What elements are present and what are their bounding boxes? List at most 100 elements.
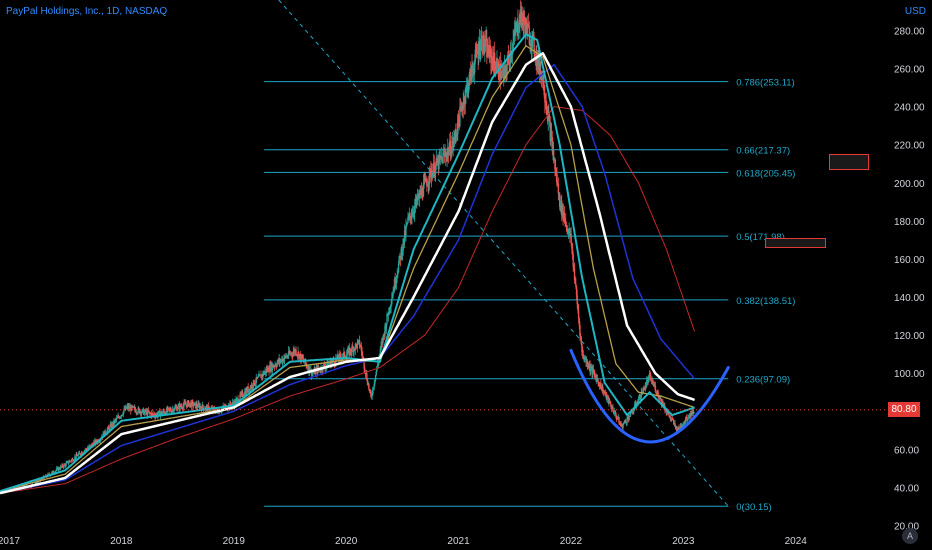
candle-body	[686, 420, 688, 421]
candle-body	[687, 417, 690, 419]
candle-body	[478, 41, 481, 56]
candle-body	[372, 387, 375, 389]
candle-body	[602, 386, 604, 394]
candle-body	[563, 212, 566, 220]
candle-body	[527, 23, 529, 25]
candle-body	[358, 339, 361, 345]
candle-body	[449, 140, 452, 156]
candle-body	[633, 409, 635, 412]
candle-body	[573, 268, 576, 281]
candle-body	[366, 380, 369, 385]
candle-body	[668, 415, 671, 418]
candle-body	[629, 411, 632, 417]
candle-body	[306, 367, 309, 369]
rectangle-annotation[interactable]	[829, 154, 869, 170]
candle-body	[683, 423, 685, 424]
candle-body	[260, 374, 263, 379]
candle-body	[454, 132, 456, 134]
candle-body	[589, 364, 591, 371]
candle-body	[143, 411, 146, 415]
y-tick-label: 60.00	[894, 445, 919, 456]
candle-body	[509, 50, 512, 64]
candle-body	[311, 373, 313, 376]
candle-body	[639, 394, 641, 400]
candle-body	[474, 49, 477, 61]
candle-body	[685, 416, 688, 421]
fibonacci-retracement[interactable]: 0.786(253.11) 0.66(217.37) 0.618(205.45) 0.…	[264, 78, 795, 514]
candle-body	[422, 183, 425, 197]
candle-body	[513, 36, 515, 41]
candle-body	[459, 107, 461, 127]
rectangle-annotation[interactable]	[765, 238, 826, 248]
candle-body	[395, 282, 397, 286]
candle-body	[412, 212, 415, 214]
candle-body	[682, 423, 684, 427]
candle-body	[377, 362, 379, 365]
trendline	[278, 0, 729, 507]
candle-body	[666, 412, 669, 413]
candle-body	[465, 87, 467, 98]
candle-body	[239, 394, 241, 400]
y-tick-label: 220.00	[894, 141, 925, 152]
candle-body	[645, 380, 648, 387]
candle-body	[58, 467, 61, 470]
candle-body	[674, 422, 676, 426]
candle-body	[491, 56, 493, 61]
candle-body	[501, 71, 503, 78]
candle-body	[357, 340, 359, 343]
candle-body	[394, 279, 396, 286]
rounding-bottom-arc[interactable]	[569, 348, 730, 444]
candle-body	[688, 416, 690, 418]
candle-body	[473, 72, 475, 74]
candle-body	[582, 354, 584, 358]
auto-scale-button[interactable]: A	[902, 528, 918, 544]
candle-body	[134, 409, 137, 413]
last-price-badge: 80.80	[888, 402, 920, 418]
candle-body	[676, 426, 678, 432]
candle-body	[387, 313, 389, 316]
candle-body	[429, 168, 431, 170]
candle-body	[425, 177, 427, 183]
candle-body	[193, 402, 195, 406]
candle-body	[312, 372, 314, 374]
candle-body	[564, 219, 566, 222]
candle-body	[387, 314, 390, 316]
candle-body	[153, 414, 156, 417]
candle-body	[91, 444, 94, 445]
candle-body	[407, 216, 409, 223]
candle-body	[433, 162, 435, 177]
candle-body	[378, 357, 380, 363]
fib-label-0: 0(30.15)	[736, 502, 771, 513]
candle-body	[606, 396, 608, 399]
candle-body	[251, 384, 253, 388]
candle-body	[677, 426, 680, 432]
candle-body	[397, 263, 400, 273]
candle-body	[579, 325, 581, 336]
candle-body	[657, 391, 659, 397]
candle-body	[517, 20, 519, 33]
descending-trendline[interactable]	[278, 0, 729, 507]
candle-body	[522, 21, 524, 27]
candle-body	[152, 413, 154, 415]
candle-body	[362, 356, 364, 358]
candle-body	[619, 422, 622, 425]
candle-body	[496, 62, 498, 70]
candle-body	[99, 441, 101, 443]
candle-body	[95, 440, 98, 443]
candle-body	[618, 417, 620, 424]
candle-body	[609, 402, 611, 405]
candle-body	[68, 462, 70, 464]
candle-body	[60, 466, 63, 468]
candle-body	[36, 482, 38, 484]
candle-body	[555, 171, 558, 174]
candle-body	[70, 461, 72, 462]
candle-body	[372, 387, 374, 395]
candle-body	[283, 355, 286, 359]
candle-body	[271, 364, 274, 371]
candle-body	[493, 52, 495, 63]
candle-body	[421, 188, 423, 197]
candle-body	[600, 382, 602, 390]
candle-body	[131, 405, 133, 408]
candle-body	[343, 351, 346, 358]
